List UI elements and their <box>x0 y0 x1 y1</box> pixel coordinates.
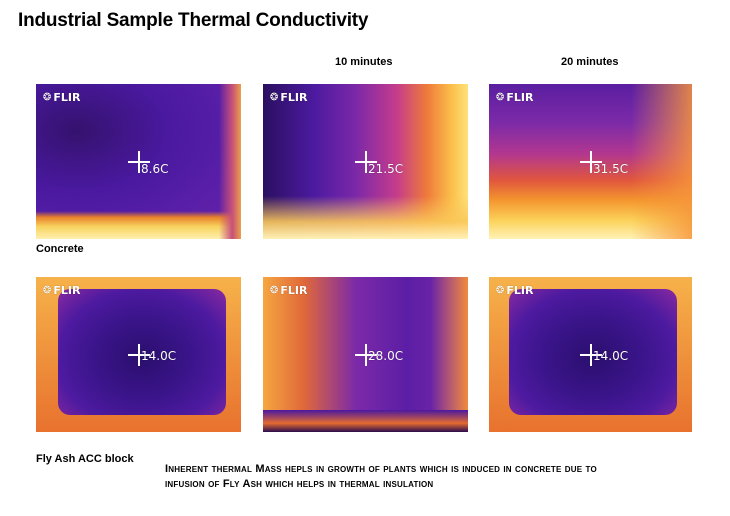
flir-icon: ❂ <box>496 92 505 103</box>
thermal-image-concrete-20min: ❂ FLIR 31.5C <box>489 84 692 239</box>
thermal-image-concrete-10min: ❂ FLIR 21.5C <box>263 84 468 239</box>
flir-logo: ❂ FLIR <box>270 284 308 297</box>
caption-line: Inherent thermal Mass hepls in growth of… <box>165 463 597 475</box>
row-label-flyash: Fly Ash ACC block <box>36 453 134 465</box>
flir-logo: ❂ FLIR <box>43 284 81 297</box>
crosshair-icon <box>579 150 602 173</box>
temperature-reading: 14.0C <box>141 349 177 363</box>
flir-icon: ❂ <box>270 92 279 103</box>
flir-logo: ❂ FLIR <box>43 91 81 104</box>
crosshair-icon <box>127 343 150 366</box>
warm-floor <box>263 410 468 432</box>
flir-logo: ❂ FLIR <box>496 91 534 104</box>
caption-line: infusion of Fly Ash which helps in therm… <box>165 478 434 490</box>
flir-icon: ❂ <box>270 285 279 296</box>
flir-logo: ❂ FLIR <box>496 284 534 297</box>
column-label-20-minutes: 20 minutes <box>561 56 619 68</box>
temperature-reading: 31.5C <box>593 162 629 176</box>
temperature-reading: 21.5C <box>368 162 404 176</box>
flir-icon: ❂ <box>43 92 52 103</box>
flir-logo: ❂ FLIR <box>270 91 308 104</box>
thermal-image-flyash-initial: ❂ FLIR 14.0C <box>36 277 241 432</box>
warm-side <box>631 84 692 239</box>
cool-block-region <box>58 289 226 415</box>
crosshair-icon <box>354 343 377 366</box>
temperature-reading: 28.0C <box>368 349 404 363</box>
thermal-image-flyash-10min: ❂ FLIR 28.0C <box>263 277 468 432</box>
row-label-concrete: Concrete <box>36 243 84 255</box>
column-label-10-minutes: 10 minutes <box>335 56 393 68</box>
warm-side <box>431 277 468 432</box>
warm-edge <box>219 84 241 239</box>
temperature-reading: 8.6C <box>141 162 169 176</box>
thermal-image-concrete-initial: ❂ FLIR 8.6C <box>36 84 241 239</box>
cool-block-region <box>509 289 677 415</box>
warm-floor <box>263 195 468 239</box>
crosshair-icon <box>579 343 602 366</box>
flir-icon: ❂ <box>496 285 505 296</box>
crosshair-icon <box>127 150 150 173</box>
page-title: Industrial Sample Thermal Conductivity <box>18 10 369 31</box>
temperature-reading: 14.0C <box>593 349 629 363</box>
thermal-image-flyash-20min: ❂ FLIR 14.0C <box>489 277 692 432</box>
caption-note: Inherent thermal Mass hepls in growth of… <box>165 462 725 492</box>
flir-icon: ❂ <box>43 285 52 296</box>
crosshair-icon <box>354 150 377 173</box>
